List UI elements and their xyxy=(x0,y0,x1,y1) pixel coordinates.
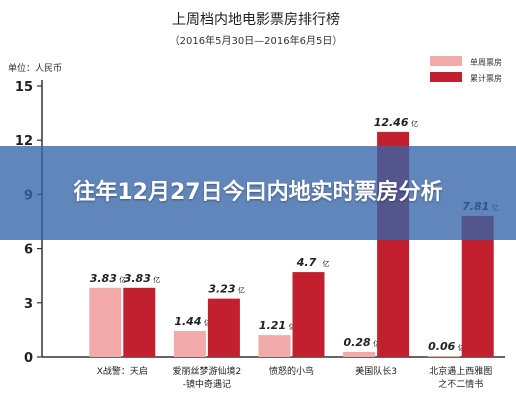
data-label: 3.23 xyxy=(208,283,235,296)
x-tick-label: 美国队长3 xyxy=(355,365,397,377)
x-tick-label: 之不二情书 xyxy=(438,378,483,390)
bar-weekly xyxy=(258,335,291,357)
data-label-unit: 亿 xyxy=(238,286,245,295)
y-tick-label: 15 xyxy=(15,80,33,95)
data-label: 3.83 xyxy=(90,272,117,285)
data-label: 3.83 xyxy=(124,272,151,285)
data-label-unit: 亿 xyxy=(153,275,160,284)
data-label-unit: 亿 xyxy=(323,259,330,268)
bar-weekly xyxy=(427,355,460,357)
y-tick-label: 0 xyxy=(24,351,33,366)
x-tick-label: X战警：天启 xyxy=(97,365,148,377)
bar-weekly xyxy=(343,351,376,357)
bar-cumulative xyxy=(292,272,325,357)
bar-cumulative xyxy=(207,298,240,357)
x-tick-label: 爱丽丝梦游仙境2 xyxy=(173,365,242,377)
data-label-unit: 亿 xyxy=(411,119,418,128)
x-tick-label: -镜中奇遇记 xyxy=(183,378,231,390)
data-label: 12.46 xyxy=(374,116,409,129)
unit-label: 单位：人民币 xyxy=(8,62,62,74)
data-label: 0.28 xyxy=(344,336,371,349)
legend-label: 单周票房 xyxy=(470,57,502,67)
y-tick-label: 12 xyxy=(15,134,33,149)
y-tick-label: 3 xyxy=(24,297,33,312)
headline-banner: 往年12月27日今曰内地实时票房分析 xyxy=(0,146,516,240)
data-label: 1.44 xyxy=(174,315,201,328)
data-label: 0.06 xyxy=(428,340,455,353)
data-label-unit: 亿 xyxy=(119,275,126,284)
data-label-unit: 亿 xyxy=(373,339,380,348)
legend-swatch xyxy=(430,72,462,82)
data-label: 4.7 xyxy=(296,256,317,269)
y-tick-label: 6 xyxy=(24,243,33,258)
legend-swatch xyxy=(430,56,462,66)
chart-subtitle: （2016年5月30日—2016年6月5日） xyxy=(170,34,343,47)
bar-weekly xyxy=(89,287,122,357)
legend-label: 累计票房 xyxy=(470,73,502,83)
bar-weekly xyxy=(173,330,206,357)
bar-cumulative xyxy=(123,287,156,357)
chart-title: 上周档内地电影票房排行榜 xyxy=(172,11,340,28)
x-tick-label: 北京遇上西雅图 xyxy=(429,365,492,377)
data-label-unit: 亿 xyxy=(458,343,465,352)
data-label-unit: 亿 xyxy=(289,322,296,331)
data-label: 1.21 xyxy=(259,319,286,332)
headline-text: 往年12月27日今曰内地实时票房分析 xyxy=(73,180,443,205)
x-tick-label: 愤怒的小鸟 xyxy=(269,365,314,377)
data-label-unit: 亿 xyxy=(204,318,211,327)
